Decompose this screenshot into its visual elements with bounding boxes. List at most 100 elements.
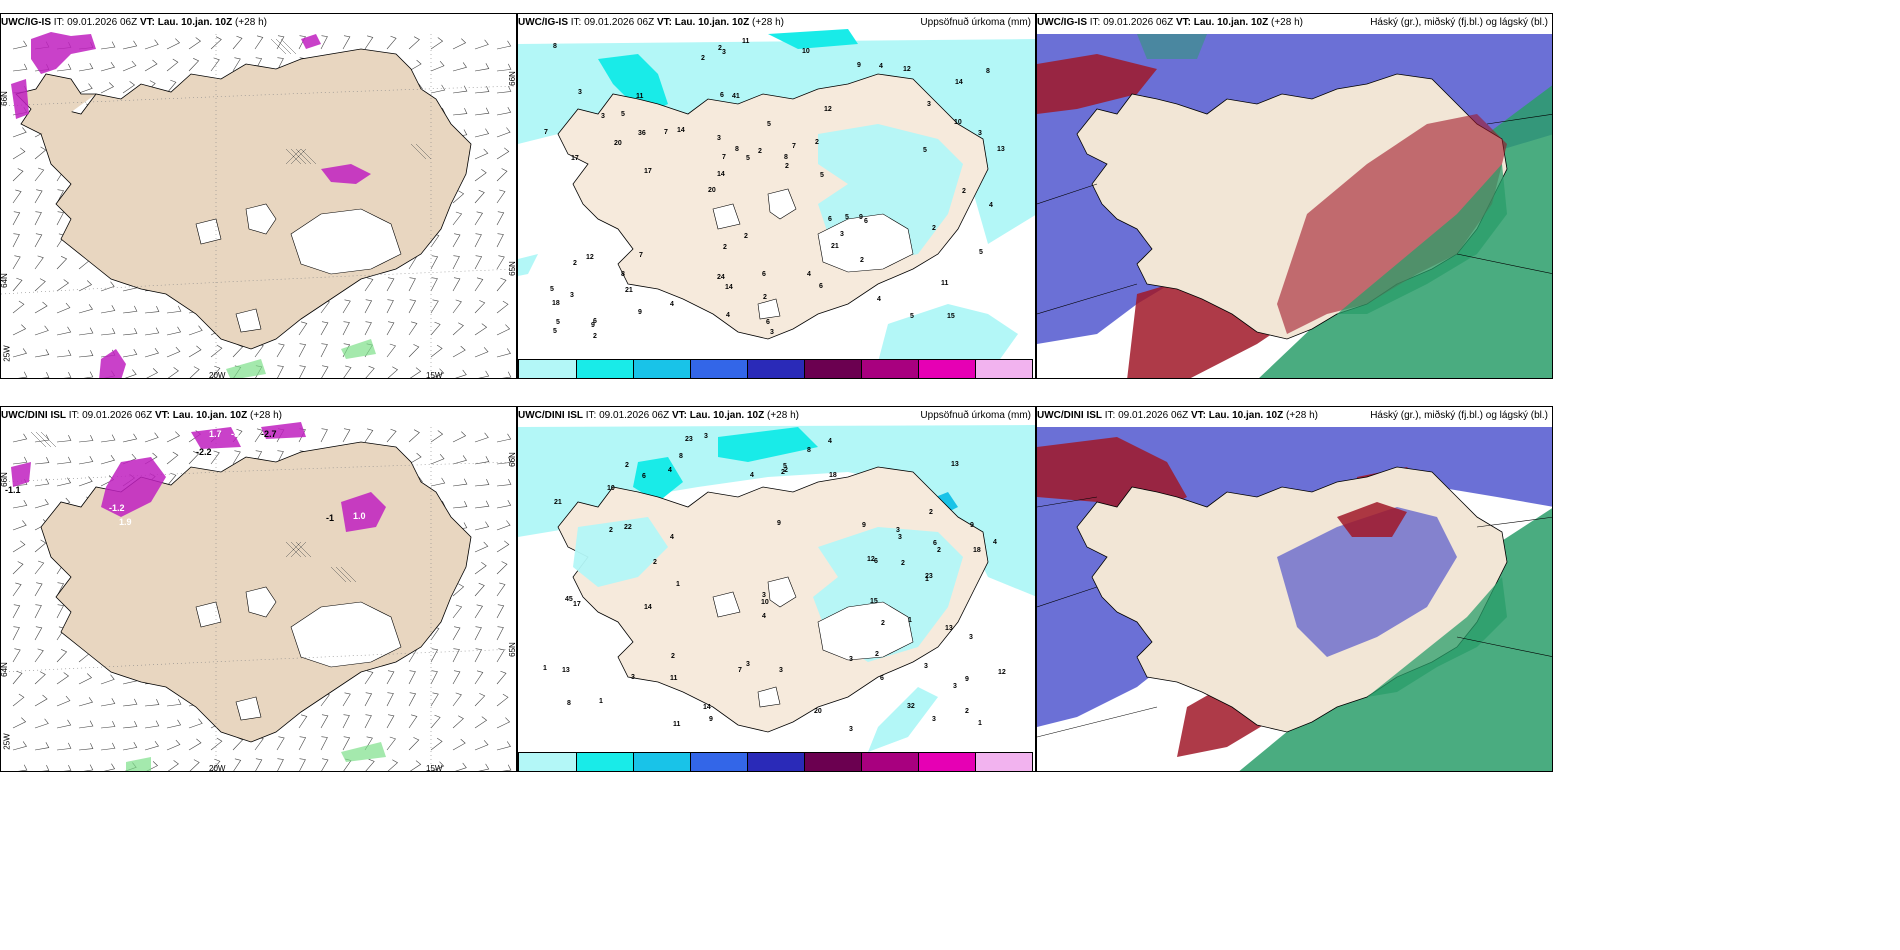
cloud-over-land	[1277, 114, 1507, 334]
wind-barb	[430, 61, 445, 72]
precip-colorbar: 110255075100150200400	[518, 359, 1033, 378]
wind-barb	[342, 299, 351, 314]
panel-right-title: Háský (gr.), miðský (fj.bl.) og lágský (…	[1370, 17, 1548, 28]
wind-barb	[78, 349, 94, 358]
wind-barb	[452, 431, 467, 443]
wind-barb	[12, 233, 20, 248]
precip-value: 3	[762, 592, 766, 599]
wind-barb	[430, 477, 446, 487]
wind-barb	[474, 347, 489, 358]
precip-value: 3	[704, 433, 708, 440]
precip-value: 3	[924, 663, 928, 670]
precip-mid-area	[598, 54, 668, 114]
wind-barb	[474, 521, 490, 531]
wind-barb	[12, 63, 28, 72]
wind-barb	[430, 430, 444, 443]
wind-barb	[430, 299, 439, 314]
wind-barb	[12, 500, 28, 509]
wind-barb	[430, 714, 441, 729]
wind-barb	[496, 433, 512, 443]
wind-barb	[56, 189, 64, 204]
wind-barb	[386, 428, 397, 443]
wind-barb	[430, 344, 443, 358]
precip-value: 1	[676, 581, 680, 588]
wind-barb	[166, 305, 182, 314]
precip-mid-area	[718, 427, 818, 462]
wind-barb	[430, 670, 438, 685]
wind-barb	[56, 604, 64, 619]
precip-value: 4	[989, 202, 993, 209]
wind-barb	[122, 433, 138, 443]
precip-value: 45	[565, 596, 573, 603]
precip-value: 9	[709, 716, 713, 723]
wind-barb	[386, 692, 394, 707]
wind-barb	[34, 742, 50, 751]
lead-time: (+28 h)	[1286, 410, 1318, 421]
precip-value: 24	[717, 274, 725, 281]
wind-barb	[364, 670, 374, 685]
wind-barb	[78, 434, 94, 443]
wind-barb	[474, 211, 483, 226]
precip-value: 10	[761, 599, 769, 606]
precip-value: 6	[864, 218, 868, 225]
wind-barb	[474, 740, 489, 751]
precip-value: 3	[601, 113, 605, 120]
precip-value: 5	[553, 328, 557, 335]
wind-barb	[496, 63, 512, 72]
wind-barb	[188, 345, 202, 358]
precip-light-area-3	[518, 254, 538, 276]
wind-barb	[432, 761, 445, 771]
wind-barb	[144, 348, 159, 358]
wind-barb	[34, 301, 48, 314]
wind-barb	[34, 560, 45, 575]
lon-label-15w: 15W	[426, 764, 443, 772]
admin-lines	[1037, 113, 1552, 315]
wind-value: -2.7	[261, 429, 277, 439]
wind-barb	[34, 671, 46, 685]
wind-barb	[232, 344, 244, 358]
wind-barb	[387, 759, 399, 771]
precip-value: 7	[664, 129, 668, 136]
wind-barb	[34, 648, 44, 663]
wind-barb	[188, 37, 202, 50]
precip-value: 1	[908, 617, 912, 624]
hatched-areas	[270, 38, 432, 165]
wind-barb	[78, 280, 93, 292]
precip-value: 11	[742, 38, 750, 45]
wind-barb	[100, 455, 115, 465]
model-name: UWC/DINI ISL	[518, 410, 583, 421]
green-contours	[126, 742, 386, 771]
wind-barb	[210, 57, 220, 72]
precip-value: 4	[762, 613, 766, 620]
wind-barb	[233, 758, 242, 771]
precip-value: 8	[621, 271, 625, 278]
wind-barb	[496, 540, 510, 553]
precip-value: 2	[781, 469, 785, 476]
wind-barb	[100, 41, 116, 50]
wind-barb	[474, 693, 486, 707]
lead-time: (+28 h)	[235, 17, 267, 28]
precip-value: 8	[986, 68, 990, 75]
wind-value: -1	[326, 513, 334, 523]
wind-barb	[56, 349, 72, 358]
precip-value: 4	[877, 296, 881, 303]
lat-label-66n: 66N	[0, 472, 9, 487]
wind-barb	[452, 648, 460, 663]
wind-barb	[122, 742, 138, 751]
wind-barb	[166, 472, 177, 487]
wind-barb	[452, 604, 463, 619]
precip-value: 18	[973, 547, 981, 554]
wind-barb	[496, 233, 504, 248]
wind-barb	[100, 674, 115, 685]
precip-value: 2	[784, 467, 788, 474]
precip-mid-area-2	[768, 29, 858, 49]
wind-barb	[430, 255, 439, 270]
wind-barb	[474, 255, 483, 270]
wind-barb	[166, 698, 182, 707]
precip-value: 9	[970, 522, 974, 529]
precip-value: 18	[552, 300, 560, 307]
precip-value: 3	[896, 527, 900, 534]
wind-barb	[166, 79, 177, 94]
wind-barb	[430, 648, 439, 663]
wind-barb	[452, 211, 463, 226]
